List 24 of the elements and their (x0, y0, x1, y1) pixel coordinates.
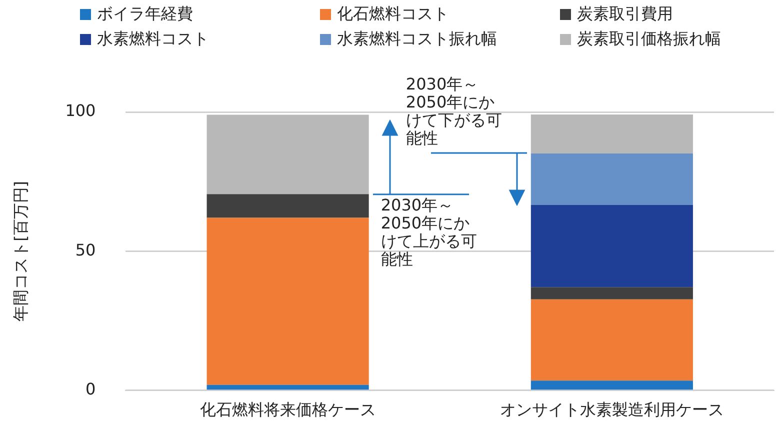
bar (206, 114, 369, 194)
bar (530, 287, 693, 300)
annotation: 2030年～2050年にかけて上がる可能性 (380, 195, 477, 268)
legend-label: 化石燃料コスト (337, 4, 449, 25)
y-tick-label: 100 (65, 101, 96, 120)
y-tick-label: 50 (75, 240, 96, 260)
y-axis-title: 年間コスト[百万円] (10, 180, 30, 322)
bar (530, 153, 693, 205)
bar (206, 384, 369, 390)
bar (530, 380, 693, 390)
legend-label: 炭素取引価格振れ幅 (577, 29, 721, 50)
legend-label: ボイラ年経費 (97, 4, 193, 25)
bar (206, 218, 369, 385)
bar (206, 194, 369, 218)
bar (530, 114, 693, 154)
bar (530, 204, 693, 288)
x-tick-label: 化石燃料将来価格ケース (200, 400, 376, 420)
bar (530, 299, 693, 381)
y-tick-label: 0 (86, 380, 96, 399)
legend-label: 炭素取引費用 (577, 4, 673, 25)
x-tick-label: オンサイト水素製造利用ケース (500, 400, 724, 420)
legend-label: 水素燃料コスト (97, 29, 209, 50)
legend-label: 水素燃料コスト振れ幅 (337, 29, 497, 50)
annotation: 2030年～2050年にかけて下がる可能性 (406, 74, 502, 148)
